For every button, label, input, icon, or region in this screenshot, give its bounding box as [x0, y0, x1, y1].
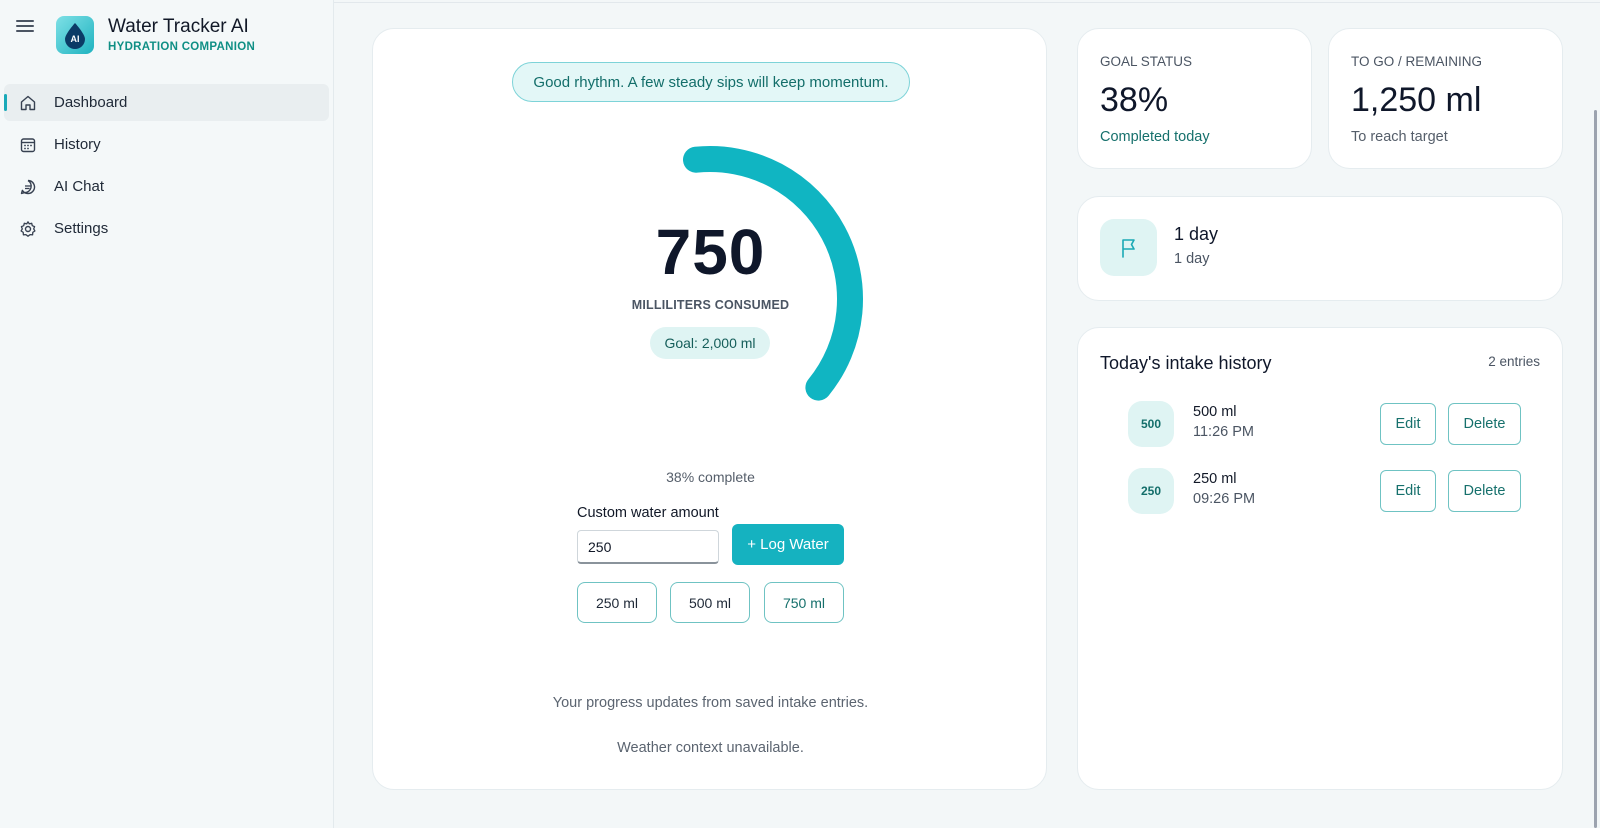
sidebar-item-history[interactable]: History: [4, 126, 329, 163]
history-count: 2 entries: [1488, 354, 1540, 369]
edit-entry-button[interactable]: Edit: [1380, 403, 1436, 445]
sidebar-item-label: Dashboard: [54, 94, 128, 111]
delete-entry-button[interactable]: Delete: [1448, 403, 1521, 445]
sidebar-item-dashboard[interactable]: Dashboard: [4, 84, 329, 121]
sidebar-item-ai-chat[interactable]: AI Chat: [4, 168, 329, 205]
motivation-tip: Good rhythm. A few steady sips will keep…: [512, 62, 910, 102]
quick-amount-500-button[interactable]: 500 ml: [670, 582, 750, 623]
logo-text: AI: [71, 34, 80, 44]
hamburger-menu-icon[interactable]: [14, 17, 36, 37]
entry-badge: 250: [1128, 468, 1174, 514]
flag-icon: [1100, 219, 1157, 276]
goal-status-card: GOAL STATUS 38% Completed today: [1077, 28, 1312, 169]
page-scrollbar[interactable]: [1594, 110, 1597, 828]
entry-badge: 500: [1128, 401, 1174, 447]
sidebar-nav: Dashboard History AI Chat Settings: [4, 84, 329, 252]
progress-ring: [683, 146, 863, 401]
log-water-button[interactable]: + Log Water: [732, 524, 844, 565]
sidebar: AI Water Tracker AI HYDRATION COMPANION …: [0, 0, 334, 828]
entry-amount: 250 ml: [1193, 471, 1237, 487]
history-entry: 250 250 ml 09:26 PM Edit Delete: [1128, 468, 1528, 514]
progress-footer-text: Your progress updates from saved intake …: [552, 695, 869, 711]
streak-title: 1 day: [1174, 224, 1219, 244]
goal-status-label: GOAL STATUS: [1100, 54, 1193, 69]
gear-icon: [18, 219, 38, 239]
remaining-sub: To reach target: [1351, 129, 1448, 145]
home-icon: [18, 93, 38, 113]
weather-status-text: Weather context unavailable.: [617, 740, 804, 756]
consumed-value: 750: [655, 216, 766, 288]
edit-entry-button[interactable]: Edit: [1380, 470, 1436, 512]
remaining-value: 1,250 ml: [1351, 81, 1482, 119]
goal-status-sub: Completed today: [1100, 129, 1210, 145]
progress-card: Good rhythm. A few steady sips will keep…: [372, 28, 1047, 790]
sidebar-item-settings[interactable]: Settings: [4, 210, 329, 247]
app-logo: AI: [56, 16, 94, 54]
entry-amount: 500 ml: [1193, 404, 1237, 420]
water-drop-icon: AI: [65, 23, 85, 49]
remaining-label: TO GO / REMAINING: [1351, 54, 1483, 69]
goal-status-value: 38%: [1100, 81, 1169, 119]
sidebar-item-label: History: [54, 136, 101, 153]
progress-arc: [683, 146, 863, 401]
history-entry: 500 500 ml 11:26 PM Edit Delete: [1128, 401, 1528, 447]
remaining-card: TO GO / REMAINING 1,250 ml To reach targ…: [1328, 28, 1563, 169]
calendar-icon: [18, 135, 38, 155]
sidebar-item-label: AI Chat: [54, 178, 105, 195]
progress-text: 38% complete: [666, 469, 755, 485]
goal-pill: Goal: 2,000 ml: [650, 327, 770, 359]
sidebar-item-label: Settings: [54, 220, 109, 237]
chat-icon: [18, 177, 38, 197]
streak-sub: 1 day: [1174, 251, 1210, 267]
consumed-label: MILLILITERS CONSUMED: [631, 298, 790, 312]
app-subtitle: HYDRATION COMPANION: [108, 41, 256, 53]
quick-amount-250-button[interactable]: 250 ml: [577, 582, 657, 623]
streak-card: 1 day 1 day: [1077, 196, 1563, 301]
custom-amount-label: Custom water amount: [577, 505, 719, 521]
quick-amount-750-button[interactable]: 750 ml: [764, 582, 844, 623]
top-divider: [334, 2, 1600, 3]
entry-time: 11:26 PM: [1193, 424, 1254, 440]
entry-time: 09:26 PM: [1193, 491, 1256, 507]
intake-history-card: Today's intake history 2 entries 500 500…: [1077, 327, 1563, 790]
app-title: Water Tracker AI: [108, 16, 249, 37]
delete-entry-button[interactable]: Delete: [1448, 470, 1521, 512]
history-title: Today's intake history: [1100, 353, 1272, 373]
custom-amount-input[interactable]: [577, 530, 719, 564]
